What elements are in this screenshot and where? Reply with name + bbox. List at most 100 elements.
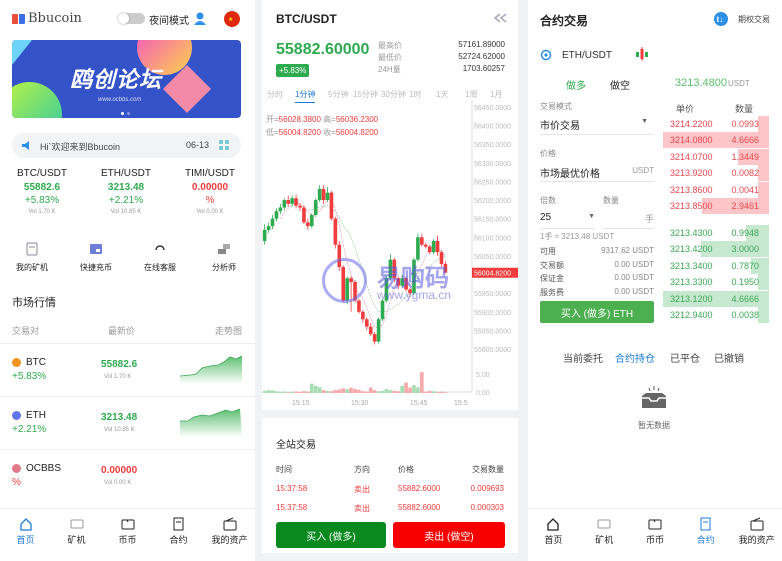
nav-contract[interactable]: 合约 [153, 509, 204, 561]
depth-bar [758, 307, 769, 323]
orders-tab[interactable]: 已平仓 [670, 354, 700, 365]
stat-value: 57161.89000 [458, 40, 505, 49]
nav-home[interactable]: 首页 [0, 509, 51, 561]
interval-tab[interactable]: 1分钟 [295, 89, 316, 103]
options-icon[interactable]: t↓ [714, 12, 728, 26]
interval-tab[interactable]: 30分钟 [381, 90, 406, 99]
china-flag-icon[interactable]: ★ [224, 11, 240, 27]
interval-tab[interactable]: 15分钟 [353, 90, 378, 99]
banner[interactable]: 鸥创论坛 www.ocbbs.com [12, 40, 241, 118]
stat-value: 1703.60257 [462, 64, 505, 73]
volume-bar [431, 391, 436, 393]
long-tab[interactable]: 做多 [566, 81, 586, 92]
candle-body [321, 188, 326, 201]
ask-row[interactable]: 3214.0800 4.6666 [663, 132, 769, 149]
nav-miner[interactable]: 矿机 [51, 509, 102, 561]
ticker-volume: Vol 0.00 K [196, 209, 224, 215]
ma10-line [299, 205, 446, 312]
sell-short-button[interactable]: 卖出 (做空) [393, 522, 505, 548]
bid-row[interactable]: 3213.4300 0.9948 [663, 225, 769, 241]
nav-spot[interactable]: 币币 [102, 509, 153, 561]
orders-tab[interactable]: 当前委托 [563, 354, 603, 365]
quick-headset[interactable]: 在线客服 [128, 242, 192, 273]
ticker-card[interactable]: TIMI/USDT 0.00000 % Vol 0.00 K [168, 168, 252, 215]
x-tick-label: 15:5 [454, 400, 468, 407]
ask-row[interactable]: 3213.8600 0.0041 [663, 181, 769, 198]
volume-bar [357, 389, 361, 393]
mode-select[interactable]: 市价交易 ▼ [540, 118, 648, 132]
bid-row[interactable]: 3213.3300 0.1950 [663, 274, 769, 291]
user-icon[interactable] [194, 12, 206, 26]
interval-tab[interactable]: 1时 [409, 90, 422, 99]
volume-bar [361, 391, 365, 393]
market-row[interactable]: BTC +5.83% 55882.6 Vol 1.70 K [0, 343, 255, 396]
ticker-card[interactable]: ETH/USDT 3213.48 +2.21% Vol 10.85 K [84, 168, 168, 215]
market-row[interactable]: OCBBS % 0.00000 Vol 0.00 K [0, 449, 255, 502]
ohlc-readout: 开=56028.3800 高=56036.2300 低=56004.8200 收… [266, 115, 379, 137]
interval-tab[interactable]: 1周 [465, 90, 478, 99]
candle-body [443, 263, 448, 273]
ask-row[interactable]: 3213.9200 0.0082 [663, 165, 769, 182]
volume-bar [384, 389, 389, 393]
last-price: 55882.60000 [276, 41, 370, 58]
volume-bar [329, 391, 334, 393]
leverage-select[interactable]: 25 ▼ [540, 212, 595, 223]
banner-dots[interactable] [121, 112, 130, 115]
volume-bar [392, 390, 397, 393]
back-icon[interactable] [494, 13, 508, 23]
orders-tab[interactable]: 已撤销 [714, 354, 744, 365]
trade-col-header: 交易数量 [472, 465, 504, 474]
bid-row[interactable]: 3213.3400 0.7870 [663, 257, 769, 274]
night-mode-toggle[interactable] [118, 13, 145, 24]
book-col-price: 单价 [676, 104, 695, 114]
ask-row[interactable]: 3214.2200 0.0993 [663, 116, 769, 132]
nav-assets[interactable]: 我的资产 [204, 509, 255, 561]
quick-deposit[interactable]: 快捷充币 [64, 242, 128, 273]
candlestick-chart[interactable]: 56450.0000 56400.0000 56350.0000 56300.0000… [262, 100, 518, 410]
coin-volume: Vol 10.85 K [104, 427, 135, 433]
ticker-pair: BTC/USDT [17, 168, 67, 179]
interval-tab[interactable]: 1月 [490, 90, 503, 99]
miner-icon [70, 519, 83, 529]
buy-long-button[interactable]: 买入 (做多) [276, 522, 386, 548]
buy-long-eth-button[interactable]: 买入 (做多) ETH [540, 301, 654, 323]
candle-body [384, 278, 389, 301]
candlestick-icon[interactable] [635, 47, 649, 61]
orders-tab[interactable]: 合约持仓 [615, 354, 655, 365]
y-tick-label: 55900.0000 [474, 310, 511, 317]
nav-home[interactable]: 首页 [528, 509, 579, 561]
ticker-card[interactable]: BTC/USDT 55882.6 +5.83% Vol 1.70 K [0, 168, 84, 215]
price-input[interactable]: 市场最优价格 USDT [540, 166, 654, 180]
bid-row[interactable]: 3213.4200 3.0000 [663, 241, 769, 258]
banner-url: www.ocbbs.com [98, 97, 142, 103]
market-row[interactable]: ETH +2.21% 3213.48 Vol 10.85 K [0, 396, 255, 449]
short-tab[interactable]: 做空 [610, 81, 630, 92]
y-tick-label: 55850.0000 [474, 328, 511, 335]
candle-body [380, 300, 385, 320]
nav-spot[interactable]: 币币 [630, 509, 681, 561]
notice-bar[interactable]: Hi`欢迎来到Bbucoin 06-13 [12, 133, 241, 158]
interval-tab[interactable]: 5分钟 [328, 90, 349, 99]
options-link[interactable]: 期权交易 [738, 15, 770, 24]
volume-bar [294, 391, 298, 393]
ask-row[interactable]: 3213.8500 2.9461 [663, 198, 769, 214]
last-price-marker [472, 267, 518, 278]
ticker-pair: TIMI/USDT [185, 168, 235, 179]
y-tick-label: 56250.0000 [474, 179, 511, 186]
candle-body [392, 259, 397, 279]
quick-analyst[interactable]: 分析师 [192, 242, 255, 273]
ask-row[interactable]: 3214.0700 1.3449 [663, 148, 769, 165]
nav-contract[interactable]: 合约 [680, 509, 731, 561]
contract-pair[interactable]: ETH/USDT [562, 50, 612, 61]
nav-assets[interactable]: 我的资产 [731, 509, 782, 561]
bid-row[interactable]: 3212.9400 0.0038 [663, 307, 769, 323]
interval-tab[interactable]: 分时 [267, 90, 283, 99]
bid-row[interactable]: 3213.1200 4.6666 [663, 290, 769, 307]
settings-icon[interactable] [540, 49, 552, 61]
interval-tab[interactable]: 1天 [436, 90, 449, 99]
grid-icon[interactable] [219, 140, 229, 150]
qty-input[interactable]: 手 [644, 214, 654, 224]
nav-miner[interactable]: 矿机 [579, 509, 630, 561]
quick-miner[interactable]: 我的矿机 [0, 242, 64, 273]
sparkline [180, 355, 242, 384]
